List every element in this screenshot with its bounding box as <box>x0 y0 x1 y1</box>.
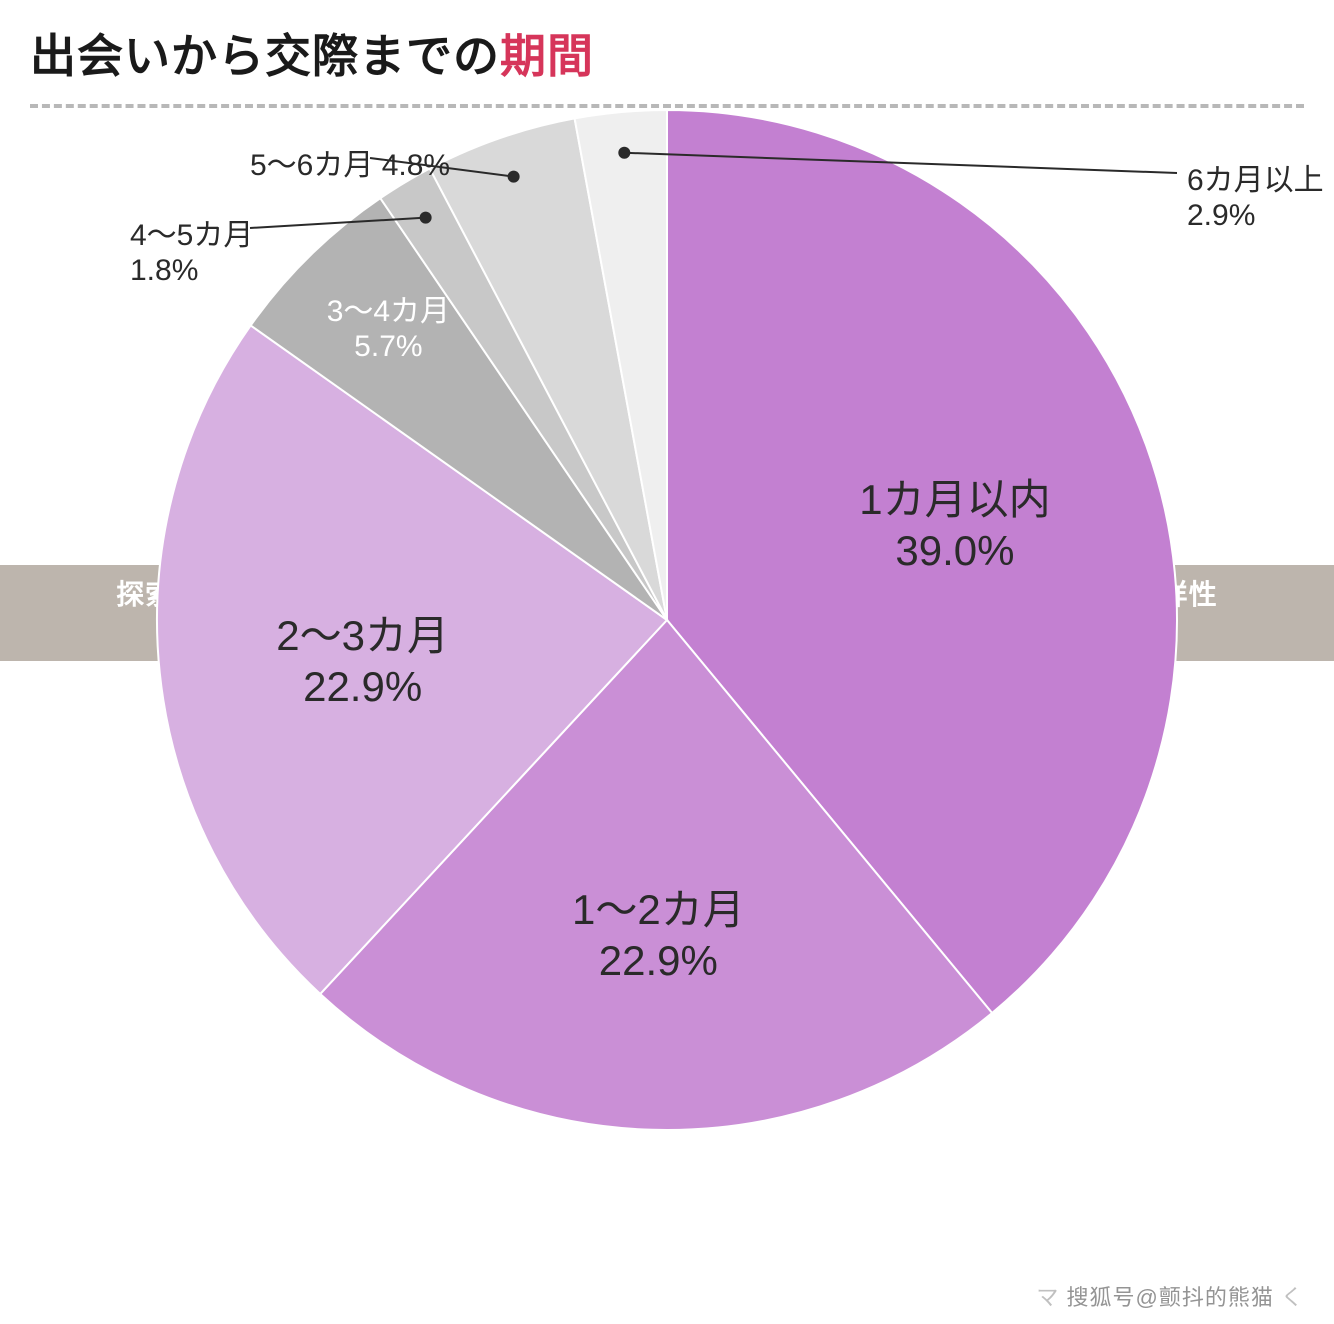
pie-svg <box>0 0 1334 1324</box>
slice-label-s5: 4〜5カ月1.8% <box>130 210 253 288</box>
slice-label-s6: 5〜6カ月 4.8% <box>250 140 450 184</box>
slice-label-s7: 6カ月以上2.9% <box>1187 155 1324 233</box>
